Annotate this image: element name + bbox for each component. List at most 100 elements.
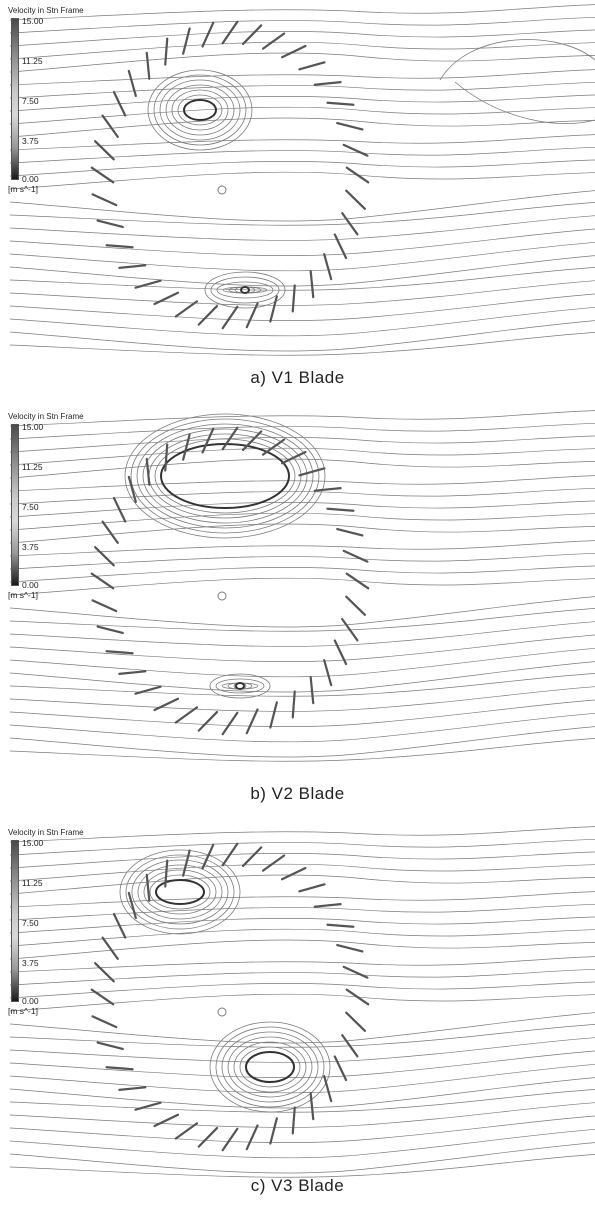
turbine-blade <box>96 1041 124 1051</box>
turbine-blade <box>94 546 115 567</box>
legend-tick: 0.00 <box>22 996 39 1006</box>
turbine-blade <box>291 1106 296 1135</box>
legend-tick: 15.00 <box>22 838 44 848</box>
legend-title: Velocity in Stn Frame <box>8 828 84 837</box>
streamline <box>9 29 595 47</box>
streamline <box>9 1037 595 1063</box>
legend-tick: 11.25 <box>22 462 43 472</box>
upper-vortex-ring <box>155 879 205 905</box>
upper-vortex-ring <box>165 84 235 136</box>
lower-vortex-ring <box>235 682 245 690</box>
streamline-plot-v2 <box>9 410 595 762</box>
streamline <box>9 215 595 241</box>
streamline <box>9 202 595 226</box>
panel-caption: c) V3 Blade <box>250 1176 345 1195</box>
turbine-blade <box>182 433 191 461</box>
turbine-blade <box>345 189 366 210</box>
turbine-blade <box>221 1127 239 1152</box>
turbine-blade <box>197 1126 219 1148</box>
turbine-blade <box>345 166 370 184</box>
legend-tick: 3.75 <box>22 958 39 968</box>
upper-vortex-ring <box>124 413 326 539</box>
lower-vortex-ring <box>204 271 286 309</box>
turbine-blade <box>221 305 239 330</box>
turbine-blade <box>341 1034 359 1058</box>
turbine-blade <box>134 1101 162 1111</box>
turbine-blade <box>112 912 127 939</box>
panel-caption: b) V2 Blade <box>250 784 345 803</box>
turbine-blade <box>118 1086 147 1091</box>
turbine-blade <box>241 24 263 46</box>
turbine-blade <box>313 81 342 86</box>
legend-tick: 11.25 <box>22 56 43 66</box>
turbine-blade <box>345 595 366 616</box>
turbine-blade <box>333 233 348 260</box>
lower-vortex-ring <box>233 1041 307 1093</box>
legend-colorbar <box>11 424 19 586</box>
turbine-blade <box>245 302 259 329</box>
legend-unit: [m s^-1] <box>8 184 38 194</box>
turbine-blade <box>164 443 169 472</box>
turbine-blade <box>145 457 151 486</box>
turbine-blade <box>333 639 348 666</box>
turbine-blade <box>323 658 333 687</box>
streamline <box>9 699 595 727</box>
flow-panel-v1: Velocity in Stn Frame 15.00 11.25 7.50 3… <box>0 0 595 400</box>
legend-tick: 0.00 <box>22 174 39 184</box>
streamline <box>9 146 595 164</box>
velocity-legend: Velocity in Stn Frame 15.00 11.25 7.50 3… <box>8 412 108 607</box>
streamline <box>9 968 595 986</box>
streamline <box>9 673 595 697</box>
streamline <box>9 52 595 73</box>
turbine-blade <box>105 244 134 249</box>
turbine-blade <box>261 854 286 872</box>
turbine-blade <box>241 846 263 868</box>
upper-vortex-ring <box>160 443 290 509</box>
turbine-blade <box>298 883 326 893</box>
streamline <box>9 81 595 99</box>
streamline <box>9 826 595 843</box>
turbine-blade <box>90 988 115 1006</box>
lower-vortex-ring <box>239 1046 301 1088</box>
turbine-blade <box>118 670 147 675</box>
streamline <box>9 523 595 544</box>
turbine-blade <box>90 166 115 184</box>
legend-colorbar <box>11 18 19 180</box>
streamline <box>9 475 595 492</box>
turbine-blade <box>127 891 137 920</box>
lower-vortex-ring <box>245 1051 295 1083</box>
upper-vortex-ring <box>183 99 217 121</box>
turbine-blade <box>269 1117 278 1145</box>
turbine-blade <box>345 572 370 590</box>
turbine-blade <box>182 27 191 55</box>
turbine-blade <box>91 599 118 613</box>
turbine-blade <box>96 219 124 229</box>
turbine-blade <box>280 866 307 881</box>
streamline <box>9 1102 595 1128</box>
turbine-blade <box>118 264 147 269</box>
turbine-blade <box>221 842 239 867</box>
upper-vortex-ring <box>136 423 314 529</box>
turbine-blade <box>94 140 115 161</box>
legend-tick: 15.00 <box>22 16 44 26</box>
streamline <box>9 577 595 596</box>
turbine-blade <box>174 1122 199 1140</box>
legend-tick: 0.00 <box>22 580 39 590</box>
legend-colorbar <box>11 840 19 1002</box>
streamline <box>9 280 595 306</box>
turbine-blade <box>261 438 286 456</box>
upper-vortex-ring <box>154 438 296 514</box>
turbine-blade <box>345 988 370 1006</box>
turbine-blade <box>201 427 215 454</box>
streamline <box>9 159 595 177</box>
streamline <box>9 228 595 256</box>
streamline <box>9 903 595 921</box>
turbine-blade <box>345 1011 366 1032</box>
turbine-blade <box>127 475 137 504</box>
streamline <box>9 596 595 628</box>
lower-vortex-ring <box>216 281 274 299</box>
streamline <box>9 293 595 321</box>
streamline <box>9 171 595 190</box>
turbine-blade <box>323 1074 333 1103</box>
lower-vortex-ring <box>215 1026 325 1108</box>
